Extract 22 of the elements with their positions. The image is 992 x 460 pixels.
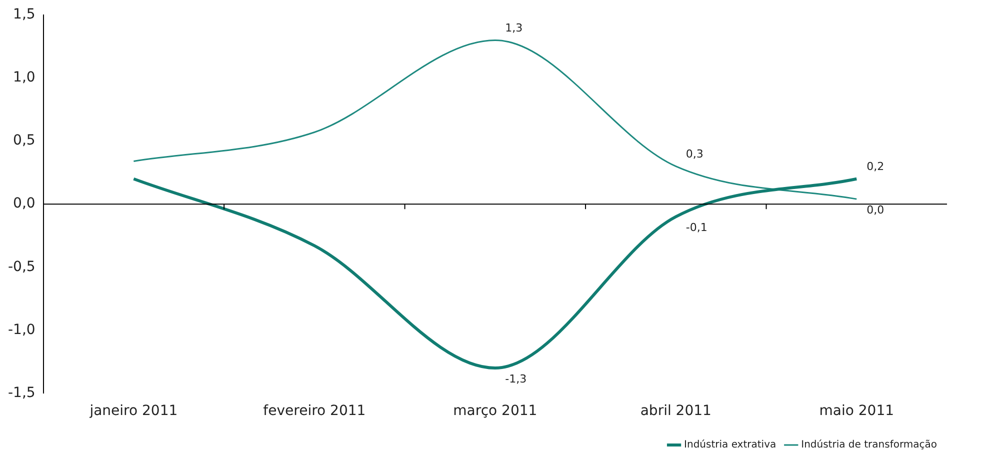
x-tick-label: janeiro 2011 (88, 403, 178, 420)
data-label: 0,0 (866, 203, 884, 216)
data-label: 0,3 (686, 148, 704, 161)
x-tick-label: fevereiro 2011 (263, 403, 366, 420)
y-tick-label: -1,0 (8, 322, 36, 338)
y-tick-label: -0,5 (8, 258, 36, 275)
x-tick-label: maio 2011 (819, 403, 894, 420)
data-label: -1,3 (505, 372, 527, 386)
x-tick-label: março 2011 (453, 403, 538, 420)
y-tick-label: 0,5 (13, 132, 36, 149)
legend-label: Indústria de transformação (801, 440, 937, 451)
data-label: 0,2 (866, 160, 884, 174)
y-tick-label: -1,5 (8, 384, 36, 401)
y-tick-label: 0,0 (13, 196, 36, 212)
legend-label: Indústria extrativa (684, 440, 776, 451)
line-series (132, 177, 858, 370)
y-tick-label: 1,0 (13, 70, 36, 86)
data-label: -0,1 (686, 221, 708, 234)
y-tick-label: 1,5 (13, 6, 36, 23)
x-tick-label: abril 2011 (640, 403, 712, 420)
data-label: 1,3 (505, 22, 523, 35)
line-series (132, 39, 858, 200)
